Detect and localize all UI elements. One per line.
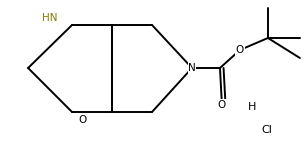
Text: HN: HN (42, 13, 58, 23)
Text: Cl: Cl (262, 125, 272, 135)
Text: N: N (188, 63, 196, 73)
Text: O: O (218, 100, 226, 110)
Text: H: H (248, 102, 256, 112)
Text: O: O (236, 45, 244, 55)
Text: O: O (78, 115, 86, 125)
